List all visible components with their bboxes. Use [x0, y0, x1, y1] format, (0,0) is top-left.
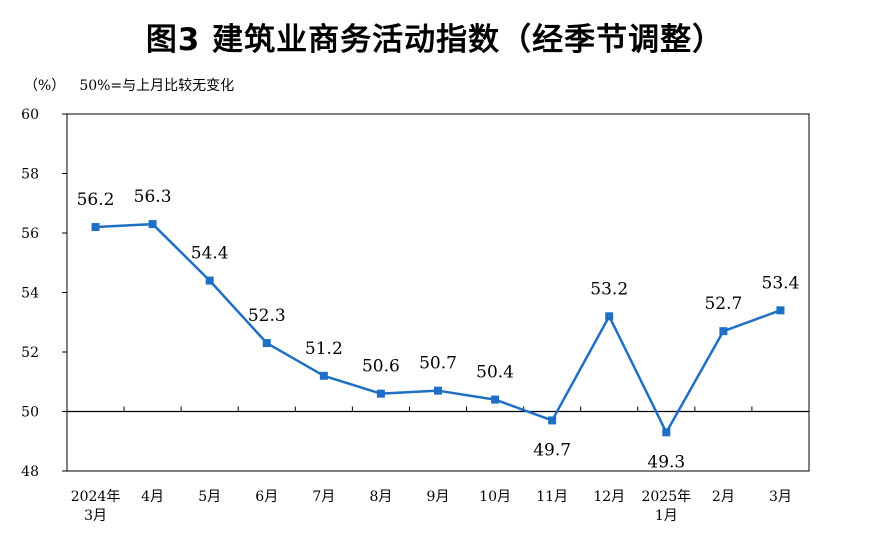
data-point	[605, 312, 614, 321]
x-tick-label: 2025年	[641, 489, 691, 505]
data-point	[91, 223, 100, 232]
data-point	[719, 327, 728, 336]
data-label: 50.6	[362, 357, 400, 377]
x-tick-label: 3月	[769, 489, 792, 505]
x-tick-label: 6月	[255, 489, 278, 505]
data-point	[434, 386, 442, 395]
data-label: 53.2	[590, 279, 628, 299]
y-tick-label: 50	[21, 405, 39, 421]
data-point	[262, 339, 271, 348]
data-point	[662, 428, 671, 437]
y-tick-label: 56	[21, 226, 39, 242]
y-tick-label: 48	[21, 464, 39, 480]
x-tick-label: 1月	[655, 508, 678, 524]
y-tick-label: 60	[21, 107, 39, 123]
data-label: 56.3	[134, 187, 172, 207]
x-tick-label: 2024年	[71, 489, 121, 505]
y-axis-unit: （%）	[24, 78, 66, 94]
x-tick-label: 7月	[312, 489, 335, 505]
data-label: 50.7	[419, 354, 457, 374]
x-tick-label: 3月	[84, 508, 107, 524]
y-tick-label: 52	[21, 345, 39, 361]
data-label: 49.3	[647, 452, 685, 472]
data-point	[548, 416, 557, 425]
x-tick-label: 10月	[479, 489, 511, 505]
data-point	[376, 389, 385, 398]
data-point	[319, 371, 328, 380]
data-point	[205, 276, 214, 285]
y-tick-label: 58	[21, 167, 39, 183]
data-label: 52.3	[248, 306, 286, 326]
x-tick-label: 5月	[198, 489, 221, 505]
chart-title: 图3 建筑业商务活动指数（经季节调整）	[145, 22, 725, 58]
x-tick-label: 8月	[369, 489, 392, 505]
y-tick-label: 54	[21, 286, 39, 302]
data-point	[148, 220, 157, 229]
x-tick-label: 2月	[712, 489, 735, 505]
x-tick-label: 11月	[536, 489, 568, 505]
data-label: 53.4	[762, 273, 800, 293]
x-tick-label: 9月	[427, 489, 450, 505]
data-point	[776, 306, 785, 315]
data-label: 49.7	[533, 440, 571, 460]
reference-note: 50%=与上月比较无变化	[79, 78, 235, 94]
chart-unit-note: （%） 50%=与上月比较无变化	[24, 75, 248, 95]
data-label: 50.4	[476, 363, 514, 383]
plot-frame	[66, 113, 810, 472]
data-label: 51.2	[305, 339, 343, 359]
data-label: 54.4	[191, 244, 229, 264]
x-tick-label: 4月	[141, 489, 164, 505]
data-label: 56.2	[77, 190, 115, 210]
x-tick-label: 12月	[593, 489, 625, 505]
data-point	[491, 395, 500, 404]
data-label: 52.7	[704, 294, 742, 314]
